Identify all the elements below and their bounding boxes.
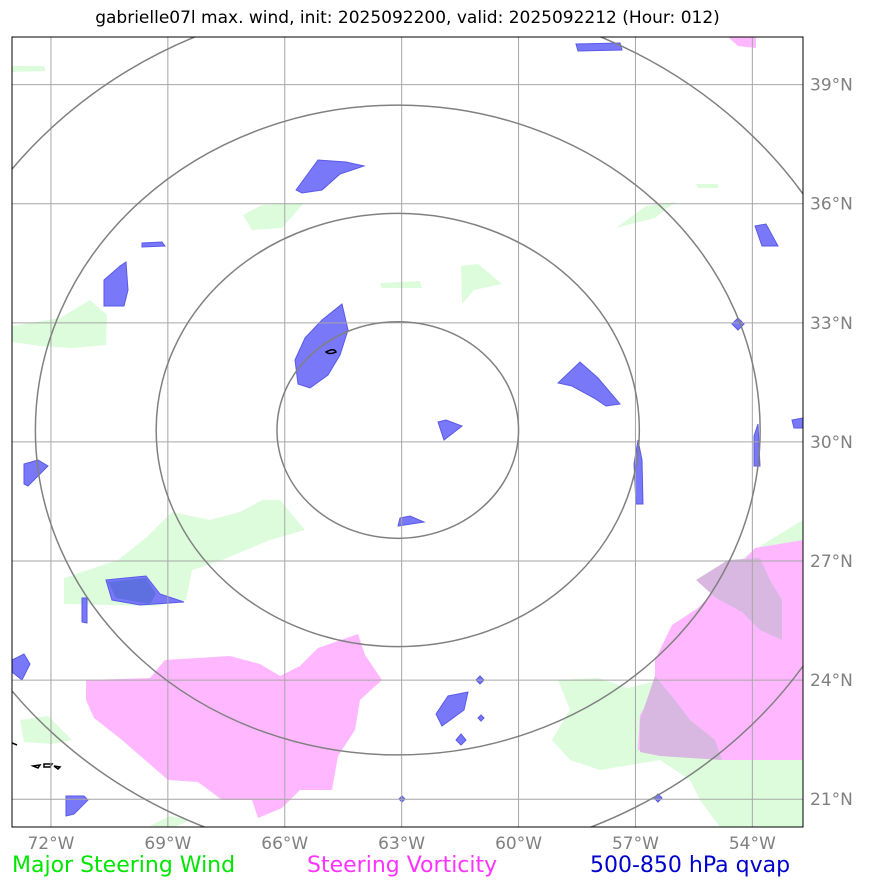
latitude-tick-label: 27°N (810, 552, 853, 572)
latitude-tick-label: 33°N (810, 314, 853, 334)
qvap-area (397, 515, 426, 527)
qvap-area (455, 733, 467, 746)
legend-steering-vorticity: Steering Vorticity (307, 853, 498, 878)
qvap-area (437, 419, 464, 441)
qvap-area (295, 159, 366, 194)
map-title: gabrielle07l max. wind, init: 2025092200… (95, 8, 720, 28)
latitude-tick-label: 39°N (810, 76, 853, 96)
map-frame (11, 36, 804, 828)
longitude-tick-label: 57°W (612, 834, 659, 854)
qvap-area (477, 714, 485, 722)
vorticity-overlap (640, 676, 722, 760)
wind-area (20, 716, 72, 744)
coastline (12, 348, 338, 770)
longitude-tick-label: 72°W (27, 834, 74, 854)
longitude-tick-label: 63°W (378, 834, 425, 854)
grid-lines (12, 37, 803, 827)
longitude-tick-labels: 72°W 69°W 66°W 63°W 60°W 57°W 54°W (27, 834, 776, 854)
qvap-area (435, 691, 469, 727)
wind-area (12, 66, 46, 72)
wind-area (64, 500, 305, 606)
qvap-area (575, 42, 623, 52)
latitude-tick-label: 21°N (810, 790, 853, 810)
wind-area (150, 816, 190, 827)
qvap-area (141, 241, 166, 248)
vorticity-area (728, 37, 756, 48)
qvap-area (556, 361, 621, 407)
range-ring (34, 104, 761, 756)
qvap-area (12, 653, 31, 681)
latitude-tick-label: 36°N (810, 195, 853, 215)
longitude-tick-label: 69°W (144, 834, 191, 854)
legend-qvap: 500-850 hPa qvap (590, 853, 791, 878)
latitude-tick-labels: 39°N 36°N 33°N 30°N 27°N 24°N 21°N (810, 76, 853, 811)
wind-area (12, 300, 107, 348)
longitude-tick-label: 66°W (261, 834, 308, 854)
qvap-area (103, 261, 129, 307)
range-rings (12, 37, 803, 827)
longitude-tick-label: 54°W (729, 834, 776, 854)
latitude-tick-label: 30°N (810, 433, 853, 453)
overlap-patch (108, 578, 156, 604)
qvap-area (23, 459, 49, 487)
wind-area (461, 264, 502, 304)
wind-area (616, 202, 675, 228)
longitude-tick-label: 60°W (495, 834, 542, 854)
range-ring (155, 212, 641, 648)
range-ring (276, 320, 520, 540)
wind-area (243, 203, 304, 230)
qvap-area (81, 597, 88, 624)
qvap-area (791, 417, 803, 429)
qvap-area (754, 223, 779, 247)
wind-area (380, 281, 422, 288)
wind-area (696, 184, 718, 188)
vorticity-overlap (696, 558, 782, 640)
qvap-area (65, 795, 89, 817)
legend-steering-wind: Major Steering Wind (12, 853, 236, 878)
latitude-tick-label: 24°N (810, 671, 853, 691)
